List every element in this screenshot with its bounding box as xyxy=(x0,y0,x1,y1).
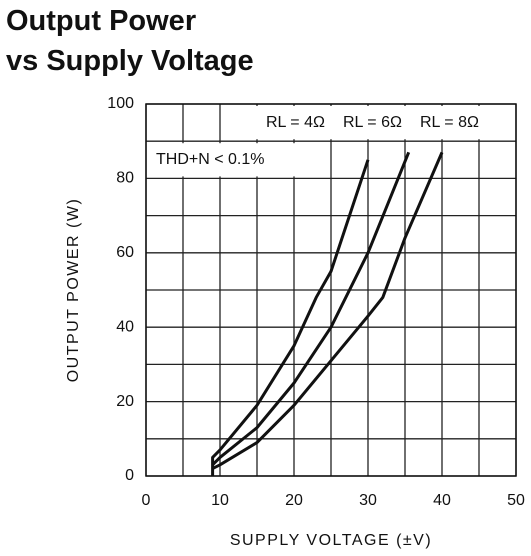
legend-label: RL = 6Ω xyxy=(343,114,402,131)
y-tick-label: 60 xyxy=(116,244,134,261)
x-axis-label: SUPPLY VOLTAGE (±V) xyxy=(230,532,432,549)
line xyxy=(211,151,411,466)
x-tick-label: 30 xyxy=(359,492,377,509)
annotation: THD+N < 0.1% xyxy=(156,151,264,168)
chart-title: vs Supply Voltage xyxy=(6,45,254,77)
line xyxy=(211,151,444,470)
legend-label: RL = 8Ω xyxy=(420,114,479,131)
annotation-box xyxy=(148,143,310,177)
plot-frame xyxy=(145,103,517,477)
x-tick-label: 20 xyxy=(285,492,303,509)
x-tick-label: 50 xyxy=(507,492,525,509)
chart-title: Output Power xyxy=(6,5,196,37)
x-tick-label: 10 xyxy=(211,492,229,509)
y-axis-label: OUTPUT POWER (W) xyxy=(65,198,82,383)
y-tick-label: 40 xyxy=(116,318,134,335)
x-tick-label: 40 xyxy=(433,492,451,509)
legend-box xyxy=(252,106,514,140)
y-tick-label: 100 xyxy=(107,95,134,112)
y-tick-label: 0 xyxy=(125,467,134,484)
x-tick-label: 0 xyxy=(142,492,151,509)
legend-label: RL = 4Ω xyxy=(266,114,325,131)
y-tick-label: 20 xyxy=(116,393,134,410)
line xyxy=(211,159,370,476)
y-tick-label: 80 xyxy=(116,170,134,187)
